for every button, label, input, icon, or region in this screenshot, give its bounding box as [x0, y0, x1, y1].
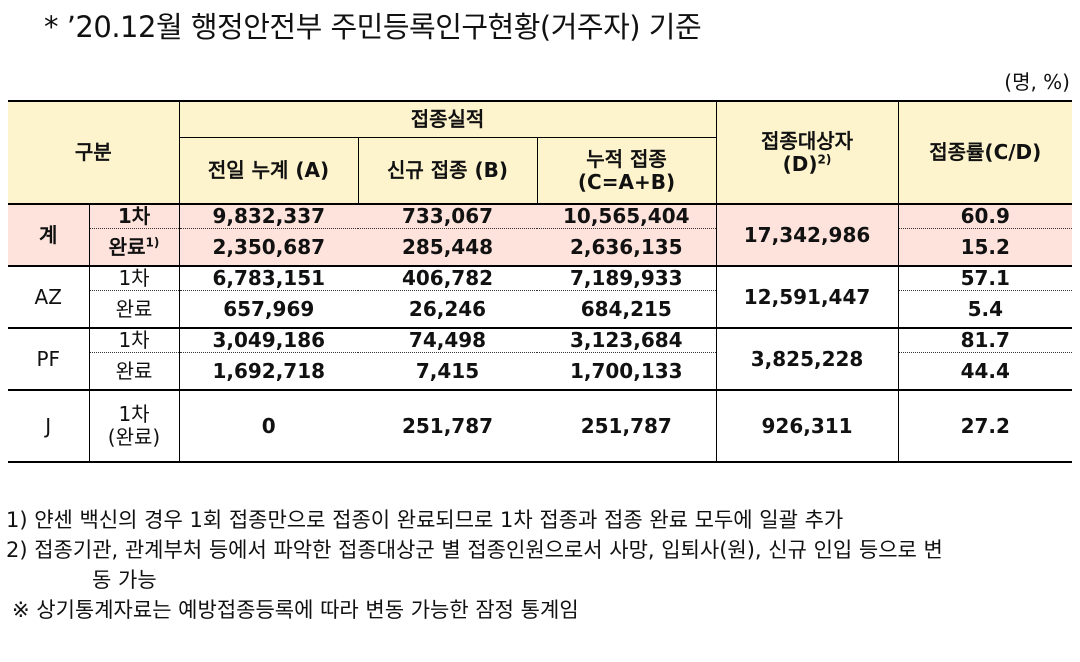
unit-label: (명, %)	[1004, 70, 1070, 94]
cell-cum: 10,565,404	[537, 203, 717, 229]
table-row: J 1차 (완료) 0 251,787 251,787 926,311 27.2	[8, 389, 1073, 463]
sub-label: 완료	[88, 290, 179, 328]
cell-rate: 60.9	[897, 203, 1073, 229]
group-label-j: J	[8, 389, 89, 463]
cell-new: 26,246	[408, 296, 487, 321]
cell-rate: 44.4	[897, 352, 1073, 390]
header-new-vacc: 신규 접종 (B)	[357, 137, 537, 204]
cell-target: 17,342,986	[715, 203, 899, 266]
cell-cum: 684,215	[580, 296, 672, 321]
header-row-bottom: 전일 누계 (A) 신규 접종 (B) 누적 접종 (C=A+B)	[8, 137, 1072, 204]
cell-cum: 7,189,933	[537, 265, 717, 291]
header-category: 구분	[8, 100, 179, 205]
group-label-total: 계	[8, 203, 89, 266]
sub-label: 1차	[88, 265, 179, 291]
cell-new: 733,067	[358, 203, 537, 229]
footnote-2-cont: 동 가능	[92, 568, 157, 592]
cell-new: 7,415	[415, 358, 480, 383]
table-row: 계 1차 9,832,337 733,067 10,565,404 17,342…	[8, 203, 1073, 266]
cell-cum: 1,700,133	[569, 358, 683, 383]
table-row: 완료 657,969 26,246 684,215 5.4	[8, 290, 1073, 328]
cell-prev: 1,692,718	[178, 352, 358, 390]
cell-cum: 251,787	[537, 389, 717, 463]
table-row: PF 1차 3,049,186 74,498 3,123,684 3,825,2…	[8, 327, 1073, 390]
cell-target: 12,591,447	[715, 265, 899, 328]
cell-cum: 3,123,684	[537, 327, 717, 353]
sub-label: 1차	[88, 203, 179, 229]
header-row-top: 구분 접종실적 접종대상자 (D)2) 접종률(C/D)	[8, 100, 1073, 205]
cell-rate: 27.2	[897, 389, 1073, 463]
cell-target: 926,311	[715, 389, 899, 463]
header-performance: 접종실적	[178, 100, 717, 138]
footnotes: 1) 얀센 백신의 경우 1회 접종만으로 접종이 완료되므로 1차 접종과 접…	[6, 505, 943, 625]
header-cumulative: 누적 접종 (C=A+B)	[536, 137, 717, 204]
cell-new: 285,448	[358, 228, 537, 266]
table-row: 완료1) 2,350,687 285,448 2,636,135 15.2	[8, 228, 1073, 266]
cell-rate: 5.4	[897, 290, 1073, 328]
cell-prev: 9,832,337	[178, 203, 358, 229]
cell-target: 3,825,228	[715, 327, 899, 390]
footnote-1: 1) 얀센 백신의 경우 1회 접종만으로 접종이 완료되므로 1차 접종과 접…	[6, 508, 844, 532]
sub-label: 완료1)	[88, 228, 179, 266]
table-row: 완료 1,692,718 7,415 1,700,133 44.4	[8, 352, 1073, 390]
cell-cum: 2,636,135	[537, 228, 717, 266]
vaccination-table: 구분 접종실적 접종대상자 (D)2) 접종률(C/D) 전일 누계 (A) 신…	[8, 100, 1073, 463]
group-label-pf: PF	[8, 327, 89, 390]
cell-prev: 0	[178, 389, 358, 463]
cell-new: 251,787	[358, 389, 537, 463]
page-title: * ’20.12월 행정안전부 주민등록인구현황(거주자) 기준	[44, 10, 702, 44]
header-prev-total: 전일 누계 (A)	[178, 137, 358, 204]
sub-label: 1차 (완료)	[88, 389, 179, 463]
footnote-2: 2) 접종기관, 관계부처 등에서 파악한 접종대상군 별 접종인원으로서 사망…	[6, 538, 943, 562]
cell-prev: 2,350,687	[178, 228, 358, 266]
cell-rate: 81.7	[897, 327, 1073, 353]
header-target: 접종대상자 (D)2)	[715, 100, 899, 204]
table-row: AZ 1차 6,783,151 406,782 7,189,933 12,591…	[8, 265, 1073, 328]
sub-label: 완료	[88, 352, 179, 390]
group-label-az: AZ	[8, 265, 89, 328]
cell-prev: 657,969	[178, 290, 358, 328]
cell-new: 74,498	[358, 327, 537, 353]
cell-new: 406,782	[358, 265, 537, 291]
header-rate: 접종률(C/D)	[897, 100, 1073, 204]
cell-prev: 3,049,186	[178, 327, 358, 353]
footnote-3: ※ 상기통계자료는 예방접종등록에 따라 변동 가능한 잠정 통계임	[12, 598, 579, 622]
cell-prev: 6,783,151	[178, 265, 358, 291]
cell-rate: 15.2	[897, 228, 1073, 266]
cell-rate: 57.1	[897, 265, 1073, 291]
sub-label: 1차	[88, 327, 179, 353]
